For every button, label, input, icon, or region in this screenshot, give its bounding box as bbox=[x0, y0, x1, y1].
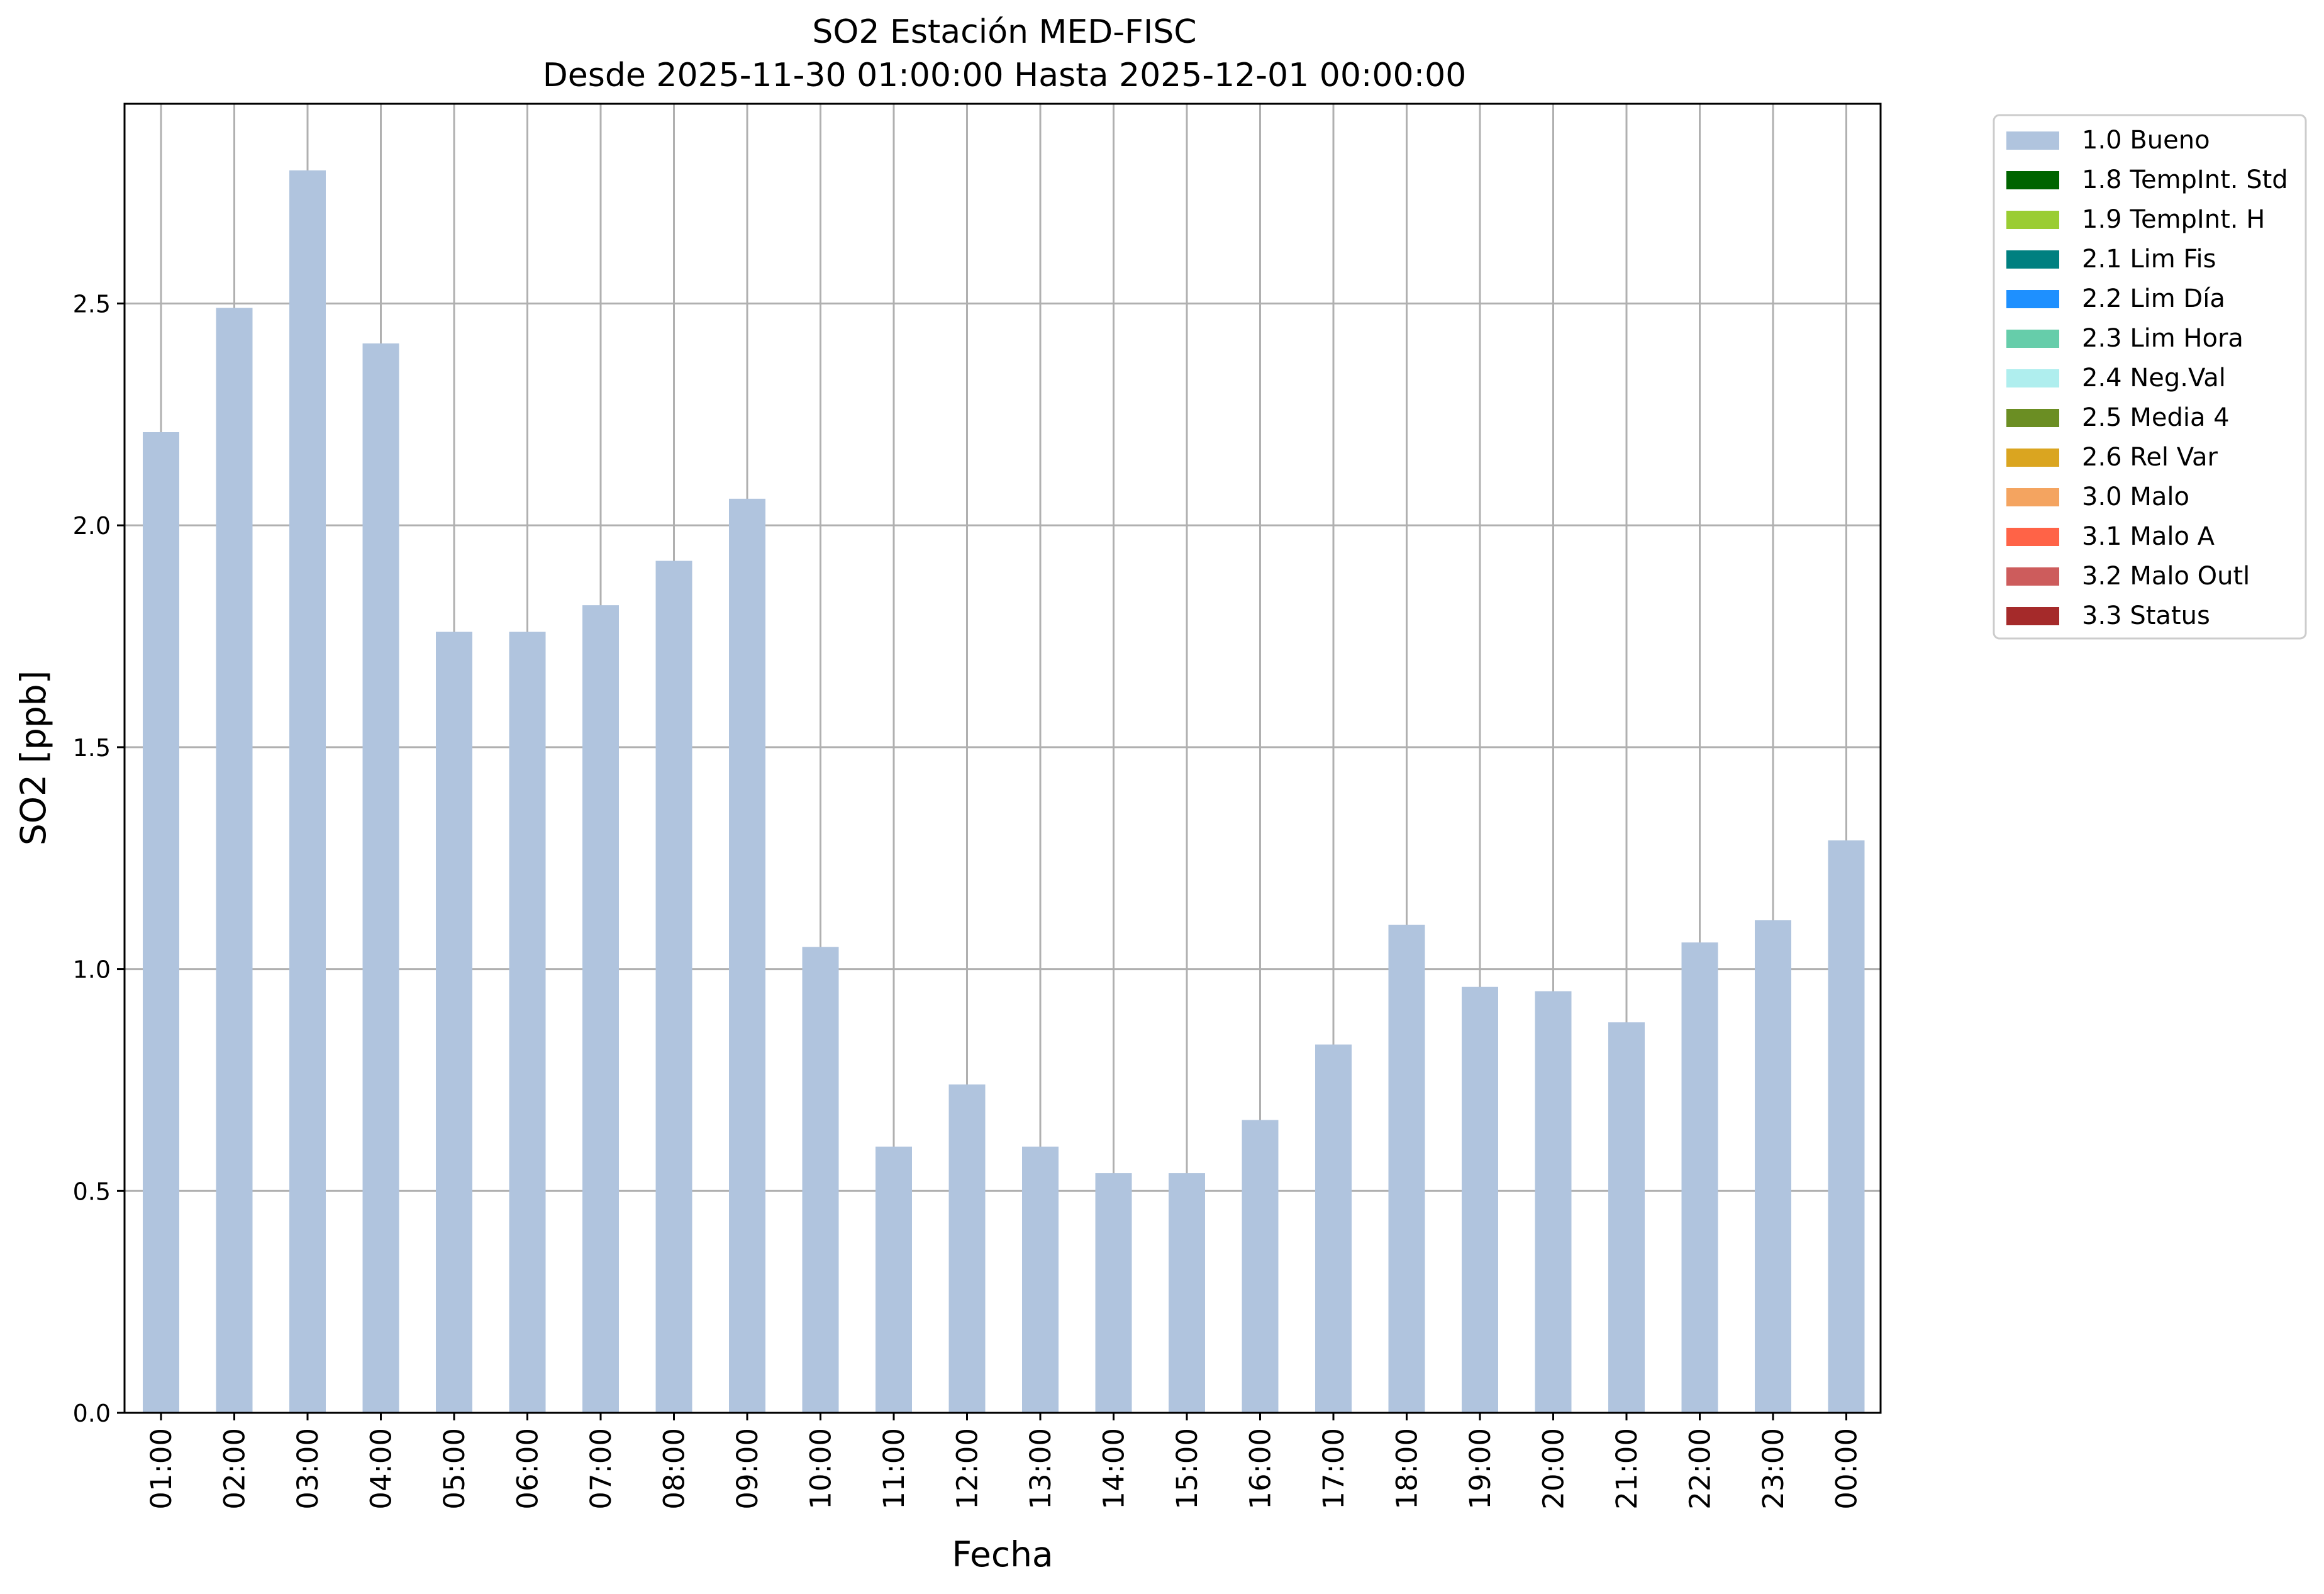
legend-swatch bbox=[2006, 330, 2059, 348]
y-tick-label: 0.0 bbox=[73, 1400, 111, 1427]
bar-1600 bbox=[1242, 1120, 1279, 1413]
x-tick-label: 13:00 bbox=[1024, 1428, 1057, 1510]
bar-0300 bbox=[289, 170, 326, 1413]
legend-label: 2.6 Rel Var bbox=[2082, 443, 2218, 472]
legend-swatch bbox=[2006, 528, 2059, 546]
bar-0600 bbox=[509, 632, 546, 1413]
x-tick-label: 12:00 bbox=[951, 1428, 984, 1510]
legend-swatch bbox=[2006, 488, 2059, 506]
x-tick-label: 00:00 bbox=[1830, 1428, 1864, 1510]
bar-0700 bbox=[582, 605, 619, 1413]
legend-label: 3.3 Status bbox=[2082, 601, 2210, 630]
chart-subtitle: Desde 2025-11-30 01:00:00 Hasta 2025-12-… bbox=[543, 57, 1467, 94]
legend-swatch bbox=[2006, 250, 2059, 269]
legend-swatch bbox=[2006, 369, 2059, 387]
bar-0900 bbox=[729, 498, 765, 1413]
y-tick-label: 2.0 bbox=[73, 512, 111, 540]
x-axis-ticks: 01:00 02:00 03:00 04:00 05:00 06:00 07:00 08:00… bbox=[145, 1413, 1864, 1510]
x-tick-label: 03:00 bbox=[291, 1428, 325, 1510]
bar-0200 bbox=[216, 308, 253, 1413]
legend-label: 2.4 Neg.Val bbox=[2082, 364, 2226, 393]
bar-2200 bbox=[1681, 942, 1718, 1413]
x-tick-label: 16:00 bbox=[1244, 1428, 1277, 1510]
legend-swatch bbox=[2006, 607, 2059, 625]
bar-1700 bbox=[1315, 1044, 1352, 1413]
bar-0000 bbox=[1828, 840, 1865, 1413]
legend-swatch bbox=[2006, 211, 2059, 229]
legend-swatch bbox=[2006, 449, 2059, 467]
bar-2100 bbox=[1608, 1022, 1645, 1413]
x-tick-label: 09:00 bbox=[731, 1428, 764, 1510]
legend-swatch bbox=[2006, 567, 2059, 586]
legend-label: 3.0 Malo bbox=[2082, 482, 2189, 511]
legend-frame bbox=[1993, 114, 2307, 640]
x-tick-label: 08:00 bbox=[658, 1428, 691, 1510]
legend-swatch bbox=[2006, 290, 2059, 308]
bar-1200 bbox=[948, 1084, 986, 1413]
x-tick-label: 10:00 bbox=[804, 1428, 838, 1510]
bar-1500 bbox=[1169, 1173, 1205, 1413]
y-tick-label: 1.5 bbox=[73, 734, 111, 762]
legend: 1.0 Bueno 1.8 TempInt. Std 1.9 TempInt. H 2… bbox=[1993, 114, 2307, 640]
bar-2300 bbox=[1755, 920, 1791, 1413]
chart-title: SO2 Estación MED-FISC bbox=[812, 13, 1196, 51]
x-tick-label: 04:00 bbox=[365, 1428, 398, 1510]
bar-1300 bbox=[1022, 1146, 1059, 1413]
legend-label: 1.0 Bueno bbox=[2082, 126, 2210, 155]
legend-label: 1.9 TempInt. H bbox=[2082, 205, 2265, 234]
bar-0800 bbox=[655, 560, 692, 1413]
x-tick-label: 14:00 bbox=[1098, 1428, 1131, 1510]
x-tick-label: 21:00 bbox=[1610, 1428, 1643, 1510]
bar-0400 bbox=[362, 343, 399, 1413]
x-tick-label: 06:00 bbox=[511, 1428, 545, 1510]
y-axis-ticks: 0.0 0.5 1.0 1.5 2.0 2.5 bbox=[73, 290, 125, 1427]
bar-1100 bbox=[876, 1146, 912, 1413]
y-tick-label: 1.0 bbox=[73, 956, 111, 984]
x-axis-label: Fecha bbox=[952, 1534, 1053, 1574]
legend-swatch bbox=[2006, 131, 2059, 150]
y-axis-label: SO2 [ppb] bbox=[13, 671, 53, 845]
plot-area-frame bbox=[123, 103, 1882, 1414]
x-tick-label: 19:00 bbox=[1464, 1428, 1497, 1510]
bar-0500 bbox=[436, 632, 472, 1413]
x-tick-label: 22:00 bbox=[1684, 1428, 1717, 1510]
y-tick-label: 0.5 bbox=[73, 1178, 111, 1205]
y-tick-label: 2.5 bbox=[73, 290, 111, 318]
x-tick-label: 01:00 bbox=[145, 1428, 178, 1510]
bar-1900 bbox=[1462, 986, 1498, 1413]
x-tick-label: 15:00 bbox=[1170, 1428, 1204, 1510]
x-tick-label: 07:00 bbox=[584, 1428, 618, 1510]
legend-swatch bbox=[2006, 171, 2059, 189]
legend-label: 2.2 Lim Día bbox=[2082, 284, 2225, 313]
x-tick-label: 05:00 bbox=[438, 1428, 471, 1510]
legend-label: 3.1 Malo A bbox=[2082, 522, 2215, 551]
x-tick-label: 23:00 bbox=[1757, 1428, 1790, 1510]
bar-2000 bbox=[1535, 991, 1572, 1413]
legend-label: 2.3 Lim Hora bbox=[2082, 324, 2243, 353]
bars bbox=[143, 170, 1865, 1413]
bar-1800 bbox=[1388, 925, 1425, 1413]
legend-label: 2.1 Lim Fis bbox=[2082, 245, 2216, 274]
legend-label: 1.8 TempInt. Std bbox=[2082, 165, 2288, 194]
bar-1000 bbox=[802, 947, 839, 1413]
legend-label: 3.2 Malo Outl bbox=[2082, 562, 2250, 591]
legend-label: 2.5 Media 4 bbox=[2082, 403, 2230, 432]
bar-0100 bbox=[143, 432, 179, 1413]
bar-1400 bbox=[1095, 1173, 1132, 1413]
x-tick-label: 02:00 bbox=[218, 1428, 252, 1510]
x-tick-label: 17:00 bbox=[1317, 1428, 1350, 1510]
x-tick-label: 20:00 bbox=[1537, 1428, 1571, 1510]
x-tick-label: 18:00 bbox=[1391, 1428, 1424, 1510]
legend-swatch bbox=[2006, 409, 2059, 427]
x-tick-label: 11:00 bbox=[877, 1428, 911, 1510]
